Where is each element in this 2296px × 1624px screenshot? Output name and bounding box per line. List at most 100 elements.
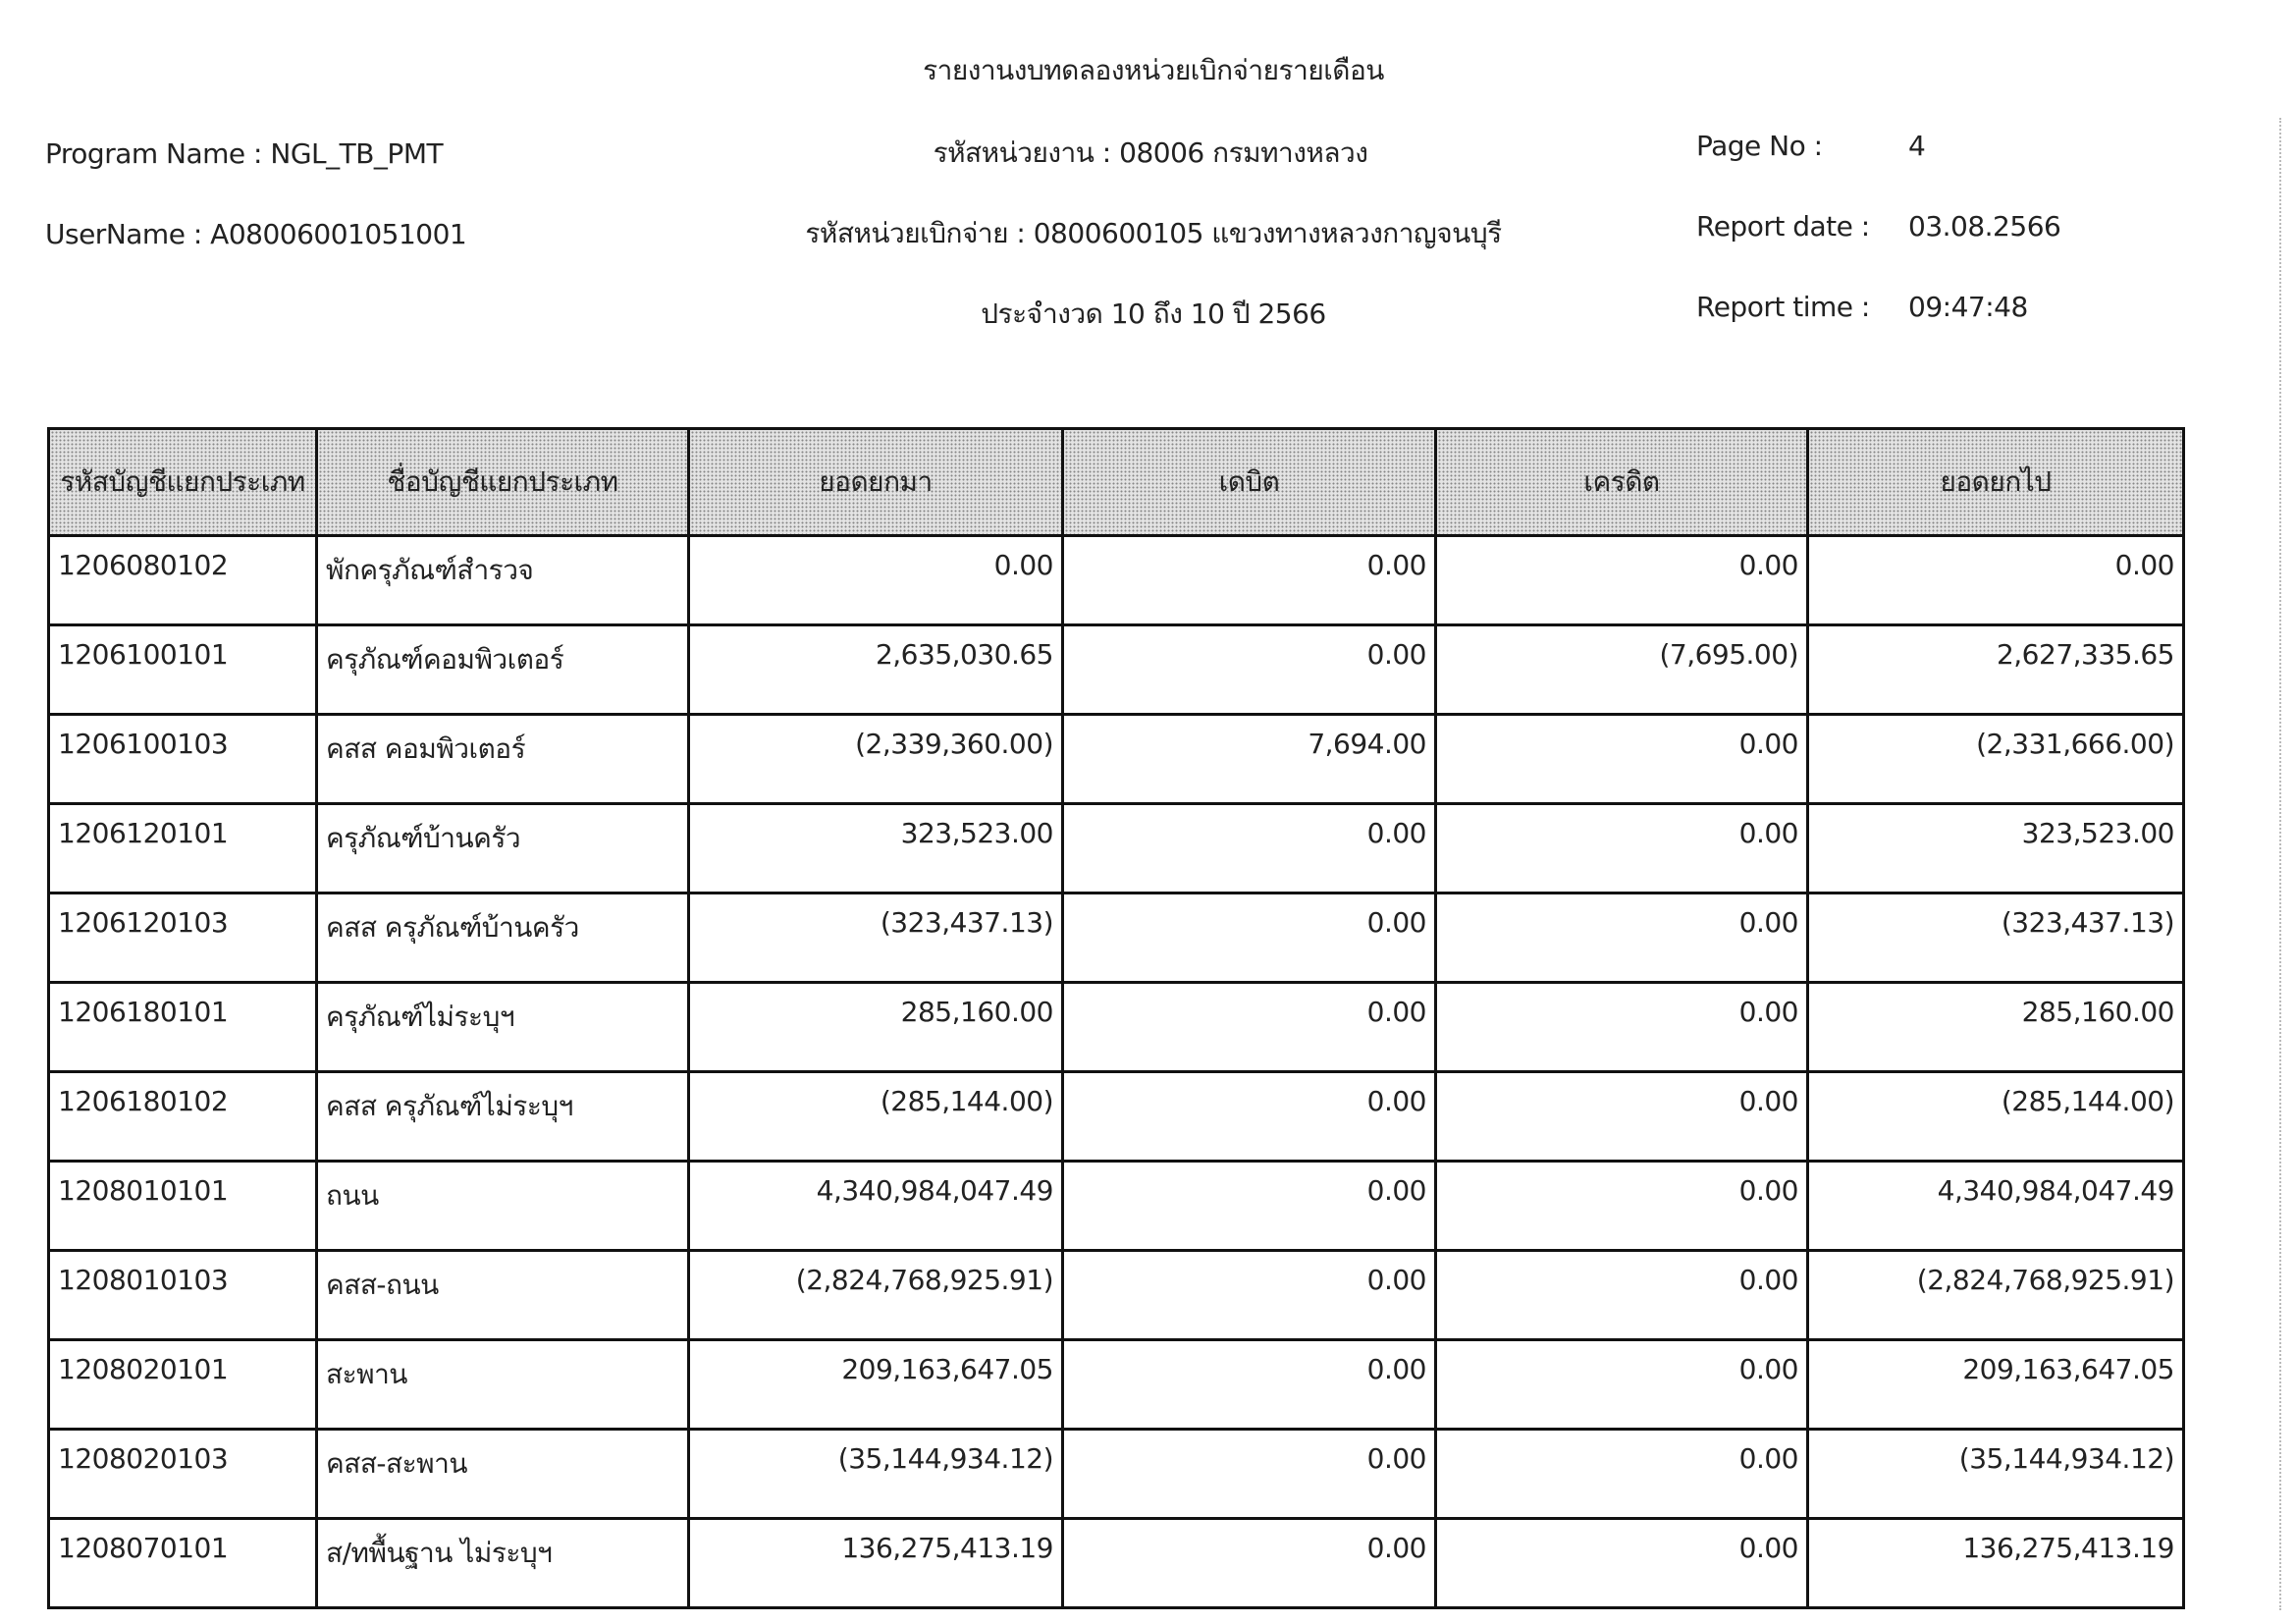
table-row: 1208010101 ถนน 4,340,984,047.49 0.00 0.00 4,3… xyxy=(47,1160,2185,1252)
cell-credit: 0.00 xyxy=(1434,1517,1809,1609)
cell-debit: 0.00 xyxy=(1061,1338,1437,1431)
cell-account-code: 1206120101 xyxy=(47,802,318,894)
report-date-label: Report date : xyxy=(1696,210,1870,243)
cell-credit: 0.00 xyxy=(1434,1428,1809,1520)
cell-opening-balance: 136,275,413.19 xyxy=(687,1517,1064,1609)
cell-account-name: คสส-สะพาน xyxy=(315,1428,690,1520)
cell-debit: 0.00 xyxy=(1061,1517,1437,1609)
cell-credit: 0.00 xyxy=(1434,534,1809,626)
cell-opening-balance: (323,437.13) xyxy=(687,892,1064,984)
header-closing-balance: ยอดยกไป xyxy=(1806,427,2185,537)
cell-debit: 0.00 xyxy=(1061,1070,1437,1163)
table-row: 1206100101 ครุภัณฑ์คอมพิวเตอร์ 2,635,030.6… xyxy=(47,623,2185,716)
report-time-value: 09:47:48 xyxy=(1908,291,2028,323)
cell-opening-balance: (2,339,360.00) xyxy=(687,713,1064,805)
cell-opening-balance: 209,163,647.05 xyxy=(687,1338,1064,1431)
cell-debit: 7,694.00 xyxy=(1061,713,1437,805)
cell-credit: 0.00 xyxy=(1434,1338,1809,1431)
header-account-code: รหัสบัญชีแยกประเภท xyxy=(47,427,318,537)
scan-edge-line xyxy=(2279,118,2281,1610)
cell-credit: 0.00 xyxy=(1434,713,1809,805)
disbursing-unit-code: รหัสหน่วยเบิกจ่าย : 0800600105 แขวงทางหล… xyxy=(805,217,1502,249)
cell-account-code: 1206180102 xyxy=(47,1070,318,1163)
cell-account-code: 1206100103 xyxy=(47,713,318,805)
cell-closing-balance: (323,437.13) xyxy=(1806,892,2185,984)
cell-closing-balance: (285,144.00) xyxy=(1806,1070,2185,1163)
cell-closing-balance: 4,340,984,047.49 xyxy=(1806,1160,2185,1252)
cell-account-name: สะพาน xyxy=(315,1338,690,1431)
cell-credit: 0.00 xyxy=(1434,802,1809,894)
cell-account-name: ครุภัณฑ์บ้านครัว xyxy=(315,802,690,894)
report-time-label: Report time : xyxy=(1696,291,1870,323)
cell-closing-balance: (2,331,666.00) xyxy=(1806,713,2185,805)
cell-account-code: 1208010101 xyxy=(47,1160,318,1252)
user-name: UserName : A08006001051001 xyxy=(45,218,467,250)
cell-debit: 0.00 xyxy=(1061,623,1437,716)
cell-account-name: ถนน xyxy=(315,1160,690,1252)
report-title: รายงานงบทดลองหน่วยเบิกจ่ายรายเดือน xyxy=(923,54,1384,86)
cell-closing-balance: (35,144,934.12) xyxy=(1806,1428,2185,1520)
header-debit: เดบิต xyxy=(1061,427,1437,537)
program-name: Program Name : NGL_TB_PMT xyxy=(45,137,444,170)
table-row: 1208020103 คสส-สะพาน (35,144,934.12) 0.00 0.… xyxy=(47,1428,2185,1520)
cell-debit: 0.00 xyxy=(1061,1249,1437,1341)
cell-opening-balance: 0.00 xyxy=(687,534,1064,626)
cell-opening-balance: (2,824,768,925.91) xyxy=(687,1249,1064,1341)
agency-code: รหัสหน่วยงาน : 08006 กรมทางหลวง xyxy=(933,136,1368,169)
cell-closing-balance: 323,523.00 xyxy=(1806,802,2185,894)
cell-account-code: 1208010103 xyxy=(47,1249,318,1341)
cell-credit: 0.00 xyxy=(1434,892,1809,984)
cell-opening-balance: 4,340,984,047.49 xyxy=(687,1160,1064,1252)
page-no-value: 4 xyxy=(1908,130,1926,162)
cell-credit: 0.00 xyxy=(1434,1249,1809,1341)
cell-debit: 0.00 xyxy=(1061,802,1437,894)
cell-debit: 0.00 xyxy=(1061,534,1437,626)
cell-account-code: 1206120103 xyxy=(47,892,318,984)
cell-credit: 0.00 xyxy=(1434,1070,1809,1163)
cell-account-name: ครุภัณฑ์คอมพิวเตอร์ xyxy=(315,623,690,716)
cell-account-code: 1206080102 xyxy=(47,534,318,626)
header-account-name: ชื่อบัญชีแยกประเภท xyxy=(315,427,690,537)
cell-account-name: คสส ครุภัณฑ์บ้านครัว xyxy=(315,892,690,984)
table-row: 1206180102 คสส ครุภัณฑ์ไม่ระบุฯ (285,144.0… xyxy=(47,1070,2185,1163)
page-no-label: Page No : xyxy=(1696,130,1823,162)
cell-opening-balance: 2,635,030.65 xyxy=(687,623,1064,716)
table-row: 1208070101 ส/ทพื้นฐาน ไม่ระบุฯ 136,275,413… xyxy=(47,1517,2185,1609)
cell-account-code: 1208020101 xyxy=(47,1338,318,1431)
cell-closing-balance: 285,160.00 xyxy=(1806,981,2185,1073)
cell-opening-balance: 323,523.00 xyxy=(687,802,1064,894)
table-row: 1206180101 ครุภัณฑ์ไม่ระบุฯ 285,160.00 0.00… xyxy=(47,981,2185,1073)
cell-closing-balance: 136,275,413.19 xyxy=(1806,1517,2185,1609)
cell-debit: 0.00 xyxy=(1061,1160,1437,1252)
table-row: 1206120101 ครุภัณฑ์บ้านครัว 323,523.00 0.00… xyxy=(47,802,2185,894)
report-date-value: 03.08.2566 xyxy=(1908,210,2061,243)
cell-opening-balance: (285,144.00) xyxy=(687,1070,1064,1163)
table-row: 1206100103 คสส คอมพิวเตอร์ (2,339,360.00) 7… xyxy=(47,713,2185,805)
table-row: 1206080102 พักครุภัณฑ์สำรวจ 0.00 0.00 0.00 0.… xyxy=(47,534,2185,626)
table-row: 1208020101 สะพาน 209,163,647.05 0.00 0.00 209… xyxy=(47,1338,2185,1431)
cell-debit: 0.00 xyxy=(1061,981,1437,1073)
cell-closing-balance: (2,824,768,925.91) xyxy=(1806,1249,2185,1341)
cell-credit: 0.00 xyxy=(1434,1160,1809,1252)
cell-closing-balance: 2,627,335.65 xyxy=(1806,623,2185,716)
header-credit: เครดิต xyxy=(1434,427,1809,537)
cell-account-code: 1206180101 xyxy=(47,981,318,1073)
report-period: ประจำงวด 10 ถึง 10 ปี 2566 xyxy=(981,298,1326,330)
cell-account-code: 1206100101 xyxy=(47,623,318,716)
cell-account-name: คสส-ถนน xyxy=(315,1249,690,1341)
cell-account-name: คสส คอมพิวเตอร์ xyxy=(315,713,690,805)
cell-closing-balance: 209,163,647.05 xyxy=(1806,1338,2185,1431)
cell-closing-balance: 0.00 xyxy=(1806,534,2185,626)
cell-debit: 0.00 xyxy=(1061,1428,1437,1520)
table-row: 1206120103 คสส ครุภัณฑ์บ้านครัว (323,437.1… xyxy=(47,892,2185,984)
cell-account-name: ครุภัณฑ์ไม่ระบุฯ xyxy=(315,981,690,1073)
header-opening-balance: ยอดยกมา xyxy=(687,427,1064,537)
trial-balance-table: รหัสบัญชีแยกประเภท ชื่อบัญชีแยกประเภท ยอ… xyxy=(47,427,2185,1609)
cell-credit: 0.00 xyxy=(1434,981,1809,1073)
cell-account-code: 1208020103 xyxy=(47,1428,318,1520)
cell-opening-balance: 285,160.00 xyxy=(687,981,1064,1073)
table-row: 1208010103 คสส-ถนน (2,824,768,925.91) 0.00 0… xyxy=(47,1249,2185,1341)
cell-opening-balance: (35,144,934.12) xyxy=(687,1428,1064,1520)
cell-credit: (7,695.00) xyxy=(1434,623,1809,716)
cell-account-name: ส/ทพื้นฐาน ไม่ระบุฯ xyxy=(315,1517,690,1609)
